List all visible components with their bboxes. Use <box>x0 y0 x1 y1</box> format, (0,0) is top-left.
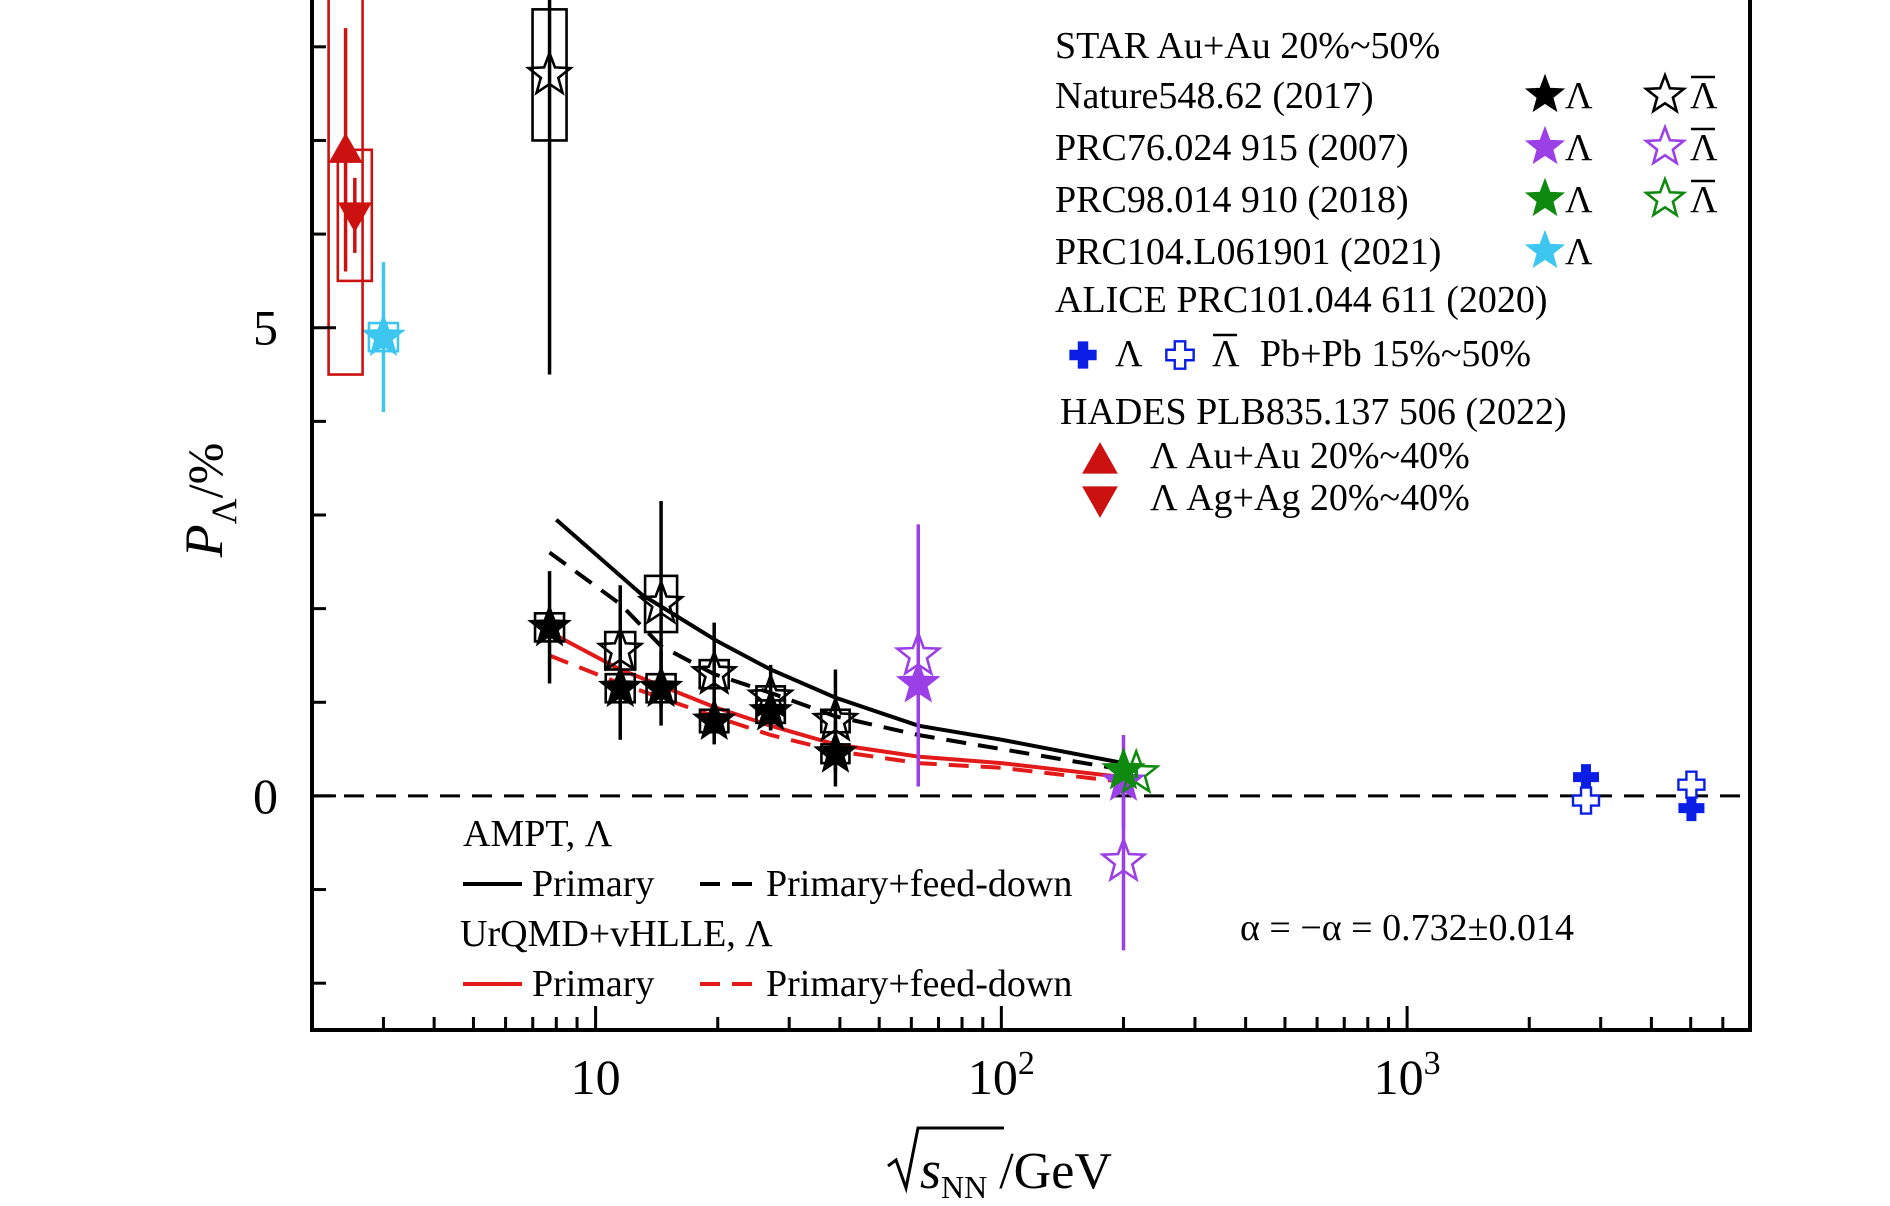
legend-row-label: PRC76.024 915 (2007) <box>1055 127 1409 169</box>
legend-hades-au: Λ Au+Au 20%~40% <box>1150 435 1470 477</box>
data-point <box>1101 747 1146 790</box>
legend-alice-system: Pb+Pb 15%~50% <box>1260 333 1531 375</box>
legend-alice-antilambda-marker <box>1165 340 1195 370</box>
y-axis-label: PΛ/% <box>174 443 244 559</box>
legend-row-label: Nature548.62 (2017) <box>1055 75 1374 117</box>
axis-labels: PΛ/% sNN/GeV <box>174 443 1112 1205</box>
data-point <box>337 202 372 233</box>
systematic-box <box>531 8 568 142</box>
legend-star-marker <box>1524 177 1566 217</box>
plot-frame <box>310 0 1752 1032</box>
sqrt-sign <box>887 1126 1004 1194</box>
legend-urqmd-primary: Primary <box>532 963 654 1005</box>
legend-alice-title: ALICE PRC101.044 611 (2020) <box>1055 279 1548 321</box>
data-point <box>746 671 796 719</box>
legend: STAR Au+Au 20%~50%Nature548.62 (2017) Λ ΛP… <box>460 25 1718 1005</box>
systematic-box <box>336 148 374 283</box>
legend-alice-lambda: Λ <box>1115 333 1143 375</box>
data-point <box>525 49 575 96</box>
data-point <box>361 313 406 357</box>
legend-star-marker <box>1524 229 1566 269</box>
data-point <box>893 629 943 677</box>
legend-ampt-primary: Primary <box>532 863 654 905</box>
data-point <box>1571 786 1601 815</box>
legend-star-marker <box>1524 125 1566 165</box>
antilambda-symbol: Λ <box>1690 127 1718 169</box>
data-point <box>810 695 860 742</box>
antilambda-symbol: Λ <box>1690 75 1718 117</box>
y-tick-label: 0 <box>253 768 278 824</box>
legend-row-label: PRC104.L061901 (2021) <box>1055 231 1441 273</box>
legend-star-marker <box>1524 73 1566 113</box>
lambda-symbol: Λ <box>1565 231 1593 273</box>
data-point <box>1677 770 1706 799</box>
lambda-symbol: Λ <box>1565 179 1593 221</box>
systematic-box <box>698 658 730 690</box>
legend-hades-ag: Λ Ag+Ag 20%~40% <box>1150 477 1470 519</box>
antilambda-symbol: Λ <box>1212 333 1240 375</box>
data-point <box>636 578 686 625</box>
legend-open-star-marker <box>1642 71 1688 115</box>
systematic-box <box>643 574 679 634</box>
lambda-symbol: Λ <box>1565 75 1593 117</box>
model-curve-3 <box>548 653 1124 784</box>
legend-ampt-feeddown: Primary+feed-down <box>766 863 1072 905</box>
x-tick-label: 102 <box>968 1045 1035 1105</box>
data-point <box>595 625 645 672</box>
legend-star-title: STAR Au+Au 20%~50% <box>1055 25 1440 67</box>
antilambda-symbol: Λ <box>1690 179 1718 221</box>
lambda-symbol: Λ <box>1565 127 1593 169</box>
data-point <box>1573 764 1600 791</box>
legend-hades-ag-marker <box>1082 486 1118 518</box>
y-tick-label: 5 <box>253 300 278 356</box>
legend-hades-title: HADES PLB835.137 506 (2022) <box>1060 391 1567 433</box>
legend-row-label: PRC98.014 910 (2018) <box>1055 179 1409 221</box>
legend-open-star-marker <box>1642 123 1688 167</box>
x-axis-label: sNN/GeV <box>920 1140 1112 1205</box>
x-tick-label: 10 <box>571 1049 621 1105</box>
legend-open-star-marker <box>1642 175 1688 219</box>
data-points <box>327 0 1706 951</box>
alpha-annotation: α = −α = 0.732±0.014 <box>1240 907 1574 949</box>
x-tick-label: 103 <box>1374 1045 1441 1105</box>
data-point <box>1678 795 1705 822</box>
axes: 0 5 10 102 103 <box>253 0 1752 1105</box>
legend-hades-au-marker <box>1082 442 1118 474</box>
model-curve-0 <box>554 518 1124 766</box>
data-point <box>328 132 363 163</box>
data-point <box>689 648 739 696</box>
legend-alice-lambda-marker <box>1069 341 1097 369</box>
data-point <box>1099 835 1148 883</box>
data-point <box>527 603 572 647</box>
legend-urqmd-title: UrQMD+vHLLE, Λ <box>460 913 773 955</box>
legend-urqmd-feeddown: Primary+feed-down <box>766 963 1072 1005</box>
data-point <box>1111 747 1161 795</box>
legend-ampt-title: AMPT, Λ <box>463 813 613 855</box>
